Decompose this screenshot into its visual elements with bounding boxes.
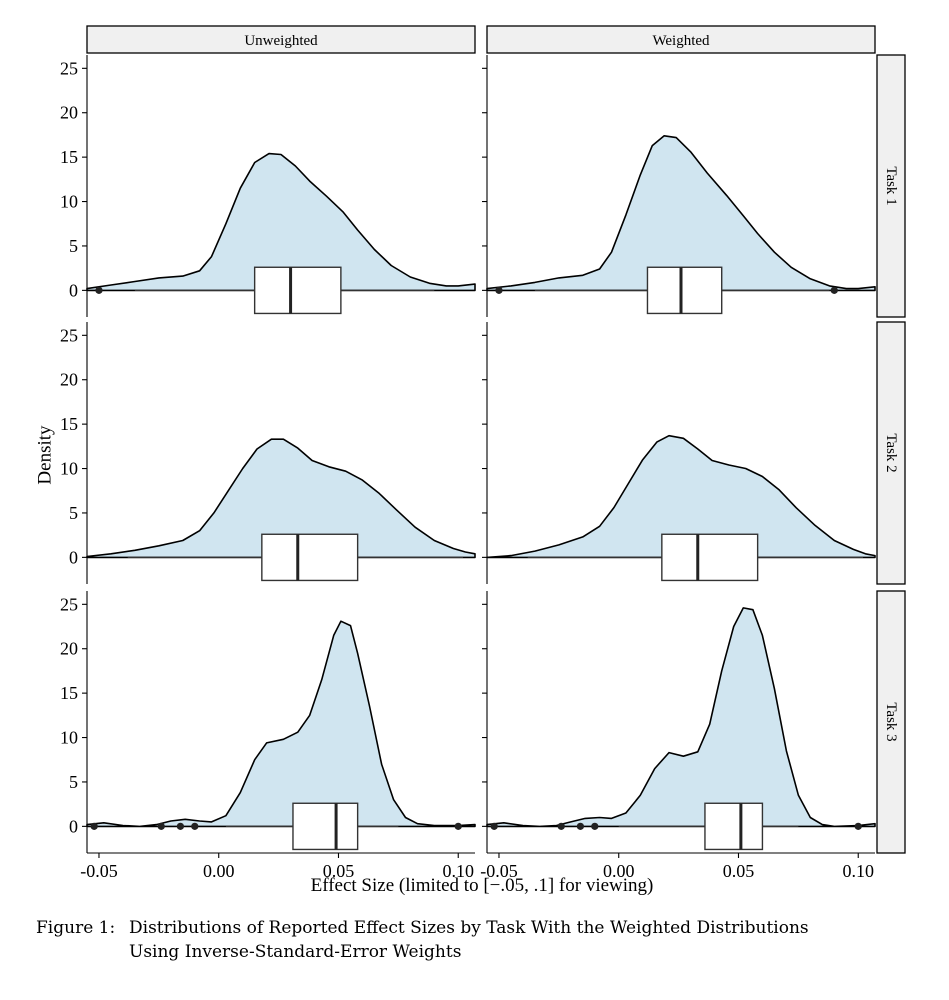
strip-column-unweighted (86, 25, 476, 54)
panel-unweighted-task-3 (86, 620, 476, 851)
panel-weighted-task-1 (486, 135, 876, 315)
y-tick-label: 0 (69, 816, 78, 836)
caption-line-2: Using Inverse-Standard-Error Weights (129, 942, 462, 962)
outlier-point (591, 822, 599, 830)
x-tick-label: -0.05 (80, 861, 118, 881)
y-tick-label: 20 (60, 370, 78, 390)
outlier-point (576, 822, 585, 830)
y-tick-label: 15 (60, 414, 78, 434)
outlier-point (454, 822, 462, 830)
faceted-density-chart: Unweighted Weighted Task 1 Task 2 Task 3 0 5 10… (35, 25, 906, 896)
y-tick-label: 0 (69, 547, 78, 567)
strip-row-task-2 (876, 321, 906, 585)
y-tick-label: 10 (60, 728, 78, 748)
x-tick-label: 0.05 (323, 861, 355, 881)
y-tick-label: 25 (60, 325, 78, 345)
outlier-point (495, 286, 503, 294)
y-axis-title: Density (35, 425, 56, 485)
outlier-point (90, 822, 98, 830)
strip-row-label: Task 3 (883, 702, 899, 741)
y-tick-label: 0 (69, 280, 78, 300)
panel-weighted-task-3 (486, 607, 876, 851)
y-tick-label: 25 (60, 58, 78, 78)
box-iqr (261, 533, 359, 582)
strip-row-task-3 (876, 590, 906, 854)
strip-row-task-1 (876, 54, 906, 318)
strip-row-label: Task 1 (883, 166, 899, 205)
density-area (486, 434, 876, 559)
y-tick-label: 25 (60, 594, 78, 614)
panel-unweighted-task-1 (86, 152, 476, 315)
x-tick-label: 0.05 (723, 861, 755, 881)
x-tick-label: -0.05 (480, 861, 518, 881)
y-tick-label: 15 (60, 683, 78, 703)
outlier-point (830, 286, 838, 294)
outlier-point (95, 286, 103, 294)
y-tick-label: 5 (69, 772, 78, 792)
strip-column-weighted (486, 25, 876, 54)
density-area (86, 620, 476, 828)
outlier-point (490, 822, 498, 830)
strip-column-label: Weighted (652, 33, 710, 49)
y-tick-label: 20 (60, 103, 78, 123)
box-iqr (704, 802, 764, 851)
figure-caption: Figure 1: Distributions of Reported Effec… (36, 916, 916, 964)
density-area (86, 438, 476, 559)
density-area (486, 607, 876, 828)
y-tick-label: 10 (60, 459, 78, 479)
y-tick-label: 10 (60, 192, 78, 212)
box-iqr (292, 802, 359, 851)
caption-label: Figure 1: (36, 918, 116, 938)
outlier-point (157, 822, 165, 830)
density-area (86, 152, 476, 292)
x-tick-label: 0.10 (842, 861, 874, 881)
panel-weighted-task-2 (486, 434, 876, 582)
x-axis-title: Effect Size (limited to [−.05, .1] for v… (311, 875, 654, 896)
density-area (486, 135, 876, 292)
x-tick-label: 0.10 (442, 861, 474, 881)
strip-column-label: Unweighted (244, 33, 318, 49)
y-tick-label: 5 (69, 236, 78, 256)
x-tick-label: 0.00 (603, 861, 635, 881)
strip-row-label: Task 2 (883, 433, 899, 472)
y-tick-label: 5 (69, 503, 78, 523)
x-tick-label: 0.00 (203, 861, 235, 881)
y-tick-label: 20 (60, 639, 78, 659)
y-tick-label: 15 (60, 147, 78, 167)
panel-unweighted-task-2 (86, 438, 476, 582)
outlier-point (191, 822, 199, 830)
caption-line-1: Distributions of Reported Effect Sizes b… (129, 918, 809, 938)
box-iqr (646, 266, 723, 315)
outlier-point (557, 822, 565, 830)
outlier-point (854, 822, 862, 830)
outlier-point (176, 822, 185, 830)
box-iqr (661, 533, 759, 582)
box-iqr (253, 266, 342, 315)
